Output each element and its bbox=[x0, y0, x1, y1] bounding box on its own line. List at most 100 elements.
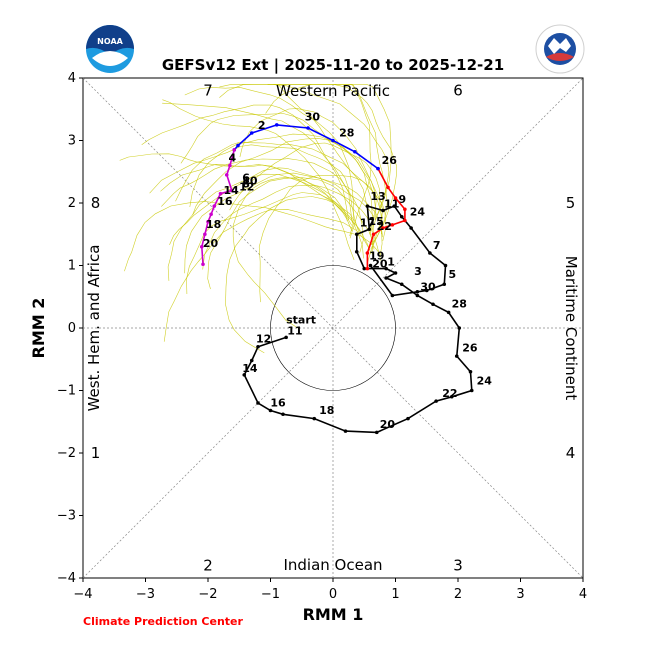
observed-date-label: 13 bbox=[370, 190, 385, 203]
observed-date-label: 15 bbox=[369, 215, 384, 228]
forecast-blue-date-label: 30 bbox=[305, 111, 321, 124]
observed-track-point bbox=[446, 310, 451, 315]
forecast-red-track-point bbox=[390, 223, 395, 227]
observed-track-point bbox=[354, 232, 359, 237]
y-tick-label: 1 bbox=[68, 259, 76, 274]
observed-track-point bbox=[256, 401, 260, 405]
forecast-magenta-track-point bbox=[203, 232, 207, 237]
x-tick-label: −2 bbox=[198, 587, 217, 602]
observed-track-point bbox=[392, 204, 397, 208]
observed-track-point bbox=[384, 276, 388, 280]
observed-date-label: 28 bbox=[452, 298, 467, 311]
observed-track-point bbox=[367, 227, 372, 232]
observed-track-point bbox=[374, 430, 379, 435]
forecast-blue-track-point bbox=[306, 126, 310, 130]
y-tick-label: 0 bbox=[68, 321, 76, 336]
observed-track-point bbox=[393, 271, 398, 275]
ensemble-member-line bbox=[161, 158, 360, 233]
observed-track-point bbox=[365, 204, 370, 208]
observed-track-point bbox=[281, 412, 285, 417]
observed-date-label: 16 bbox=[270, 396, 286, 409]
x-tick-label: 4 bbox=[579, 587, 587, 602]
observed-track-point bbox=[399, 282, 404, 287]
ensemble-member-line bbox=[175, 141, 383, 235]
forecast-red-track-point bbox=[365, 251, 370, 255]
observed-date-label: 26 bbox=[462, 341, 478, 354]
forecast-blue-date-label: 28 bbox=[339, 126, 354, 139]
y-tick-label: −4 bbox=[57, 571, 76, 586]
region-label-left: West. Hem. and Africa bbox=[85, 245, 103, 412]
forecast-magenta-track-point bbox=[232, 148, 237, 152]
observed-track-point bbox=[415, 293, 420, 298]
observed-track-point bbox=[368, 263, 373, 268]
observed-date-label: 3 bbox=[414, 265, 422, 278]
observed-track-point bbox=[312, 416, 317, 421]
ensemble-member-line bbox=[189, 133, 377, 235]
phase-number: 1 bbox=[91, 444, 101, 462]
observed-track-point bbox=[449, 394, 454, 399]
observed-date-label: 20 bbox=[372, 258, 388, 271]
forecast-red-track-point bbox=[386, 185, 390, 190]
forecast-blue-date-label: 2 bbox=[258, 119, 266, 132]
phase-number: 3 bbox=[453, 557, 463, 575]
forecast-blue-track-line bbox=[233, 124, 379, 170]
observed-track-point bbox=[428, 251, 432, 255]
observed-track-point bbox=[249, 358, 254, 363]
ensemble-member-line bbox=[169, 167, 375, 246]
noaa-logo: NOAA bbox=[86, 25, 134, 73]
observed-track-point bbox=[384, 266, 388, 271]
observed-track-point bbox=[409, 226, 413, 230]
observed-track-point bbox=[390, 293, 395, 298]
region-label-top: Western Pacific bbox=[276, 82, 390, 100]
phase-number: 4 bbox=[566, 444, 576, 462]
observed-track-point bbox=[406, 416, 410, 421]
y-tick-label: 2 bbox=[68, 196, 76, 211]
forecast-magenta-track-point bbox=[229, 188, 234, 193]
observed-track-point bbox=[434, 399, 438, 403]
forecast-red-track-point bbox=[403, 218, 407, 223]
forecast-magenta-date-label: 12 bbox=[239, 181, 254, 194]
observed-track-point bbox=[354, 249, 359, 254]
phase-number: 7 bbox=[203, 82, 213, 100]
start-label: start bbox=[286, 313, 316, 326]
forecast-red-date-label: 24 bbox=[410, 206, 426, 219]
ensemble-member-line bbox=[124, 201, 381, 272]
forecast-red-track-line bbox=[366, 168, 406, 269]
forecast-magenta-track-point bbox=[209, 212, 213, 217]
forecast-magenta-date-label: 6 bbox=[242, 171, 250, 184]
ensemble-member-line bbox=[149, 144, 353, 223]
forecast-magenta-track-point bbox=[199, 244, 204, 249]
forecast-blue-track-point bbox=[353, 149, 357, 154]
ensemble-members bbox=[119, 84, 397, 354]
observed-date-label: 19 bbox=[369, 249, 384, 262]
forecast-red-track-point bbox=[371, 232, 376, 237]
observed-track-point bbox=[415, 289, 420, 294]
forecast-magenta-date-label: 14 bbox=[224, 184, 240, 197]
observed-track-point bbox=[268, 408, 273, 413]
phase-guides bbox=[82, 77, 584, 579]
ensemble-member-line bbox=[167, 173, 361, 281]
forecast-blue-track-point bbox=[274, 123, 279, 127]
observed-date-label: 18 bbox=[319, 404, 334, 417]
observed-track-point bbox=[468, 369, 473, 374]
phase-number: 2 bbox=[203, 557, 213, 575]
forecast-blue-track-point bbox=[249, 131, 254, 135]
forecast-magenta-track-point bbox=[224, 173, 229, 177]
ensemble-member-line bbox=[219, 84, 390, 220]
ensemble-member-line bbox=[184, 86, 354, 237]
observed-track-point bbox=[424, 288, 429, 293]
observed-track-line bbox=[243, 205, 473, 434]
ensemble-member-line bbox=[163, 209, 371, 342]
ensemble-member-line bbox=[239, 108, 383, 265]
nws-logo bbox=[535, 24, 585, 74]
observed-date-label: 24 bbox=[477, 374, 493, 387]
y-axis-label: RMM 2 bbox=[29, 298, 48, 359]
region-label-bottom: Indian Ocean bbox=[283, 556, 382, 574]
x-tick-label: 1 bbox=[391, 587, 399, 602]
ensemble-member-line bbox=[229, 142, 383, 257]
forecast-magenta-track-point bbox=[218, 191, 223, 196]
observed-track-point bbox=[457, 326, 462, 330]
observed-track-point bbox=[362, 266, 367, 271]
